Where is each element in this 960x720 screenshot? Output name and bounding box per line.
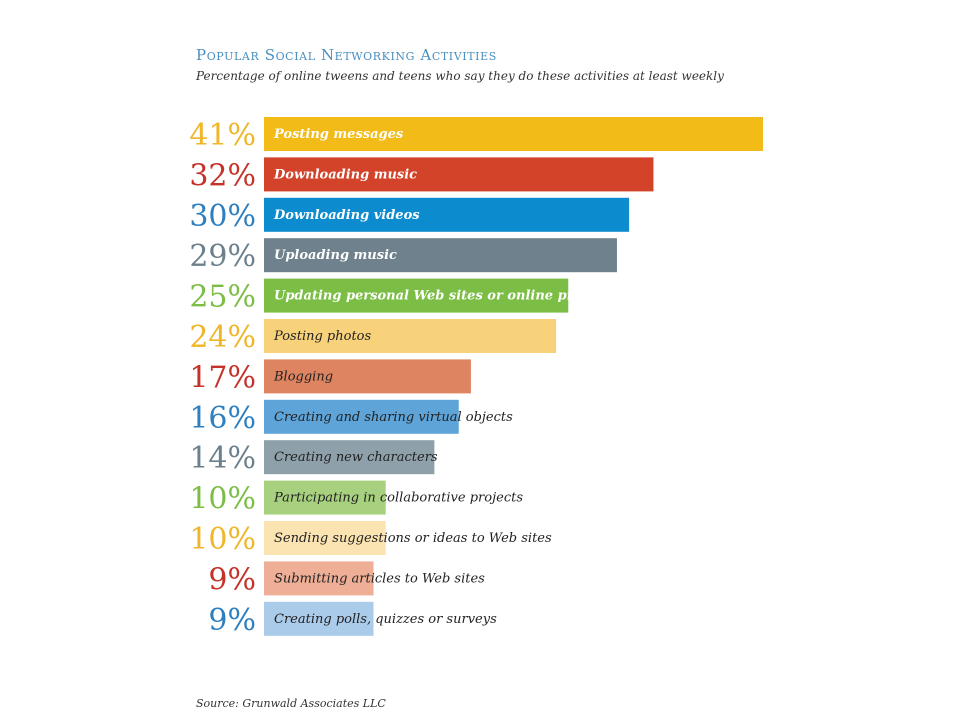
value-label-7: 16% bbox=[189, 401, 256, 436]
bar-7 bbox=[264, 399, 459, 434]
category-label-10: Sending suggestions or ideas to Web site… bbox=[274, 531, 552, 546]
category-label-5: Posting photos bbox=[273, 329, 371, 344]
category-label-9: Participating in collaborative projects bbox=[273, 491, 523, 506]
bar-2 bbox=[264, 197, 630, 232]
category-label-3: Uploading music bbox=[274, 248, 397, 263]
value-label-4: 25% bbox=[189, 280, 256, 315]
value-label-3: 29% bbox=[189, 239, 256, 274]
chart-subtitle: Percentage of online tweens and teens wh… bbox=[196, 69, 724, 83]
value-label-6: 17% bbox=[189, 360, 256, 395]
bar-4 bbox=[264, 278, 569, 313]
category-label-6: Blogging bbox=[273, 369, 333, 384]
source-note: Source: Grunwald Associates LLC bbox=[196, 697, 386, 710]
category-label-0: Posting messages bbox=[273, 127, 404, 142]
bar-1 bbox=[264, 157, 654, 192]
bar-10 bbox=[264, 521, 386, 555]
bar-5 bbox=[264, 319, 557, 353]
category-label-4: Updating personal Web sites or online pr… bbox=[274, 289, 613, 304]
bar-3 bbox=[264, 238, 617, 273]
value-label-1: 32% bbox=[189, 158, 256, 193]
bar-11 bbox=[264, 561, 374, 596]
value-label-5: 24% bbox=[189, 320, 256, 355]
category-label-7: Creating and sharing virtual objects bbox=[274, 410, 513, 425]
bar-0 bbox=[264, 117, 763, 151]
bar-9 bbox=[264, 480, 386, 515]
value-label-2: 30% bbox=[189, 199, 256, 234]
category-label-12: Creating polls, quizzes or surveys bbox=[274, 612, 497, 627]
bar-6 bbox=[264, 359, 471, 394]
value-label-8: 14% bbox=[189, 441, 256, 476]
category-label-1: Downloading music bbox=[273, 167, 417, 182]
value-label-12: 9% bbox=[208, 603, 256, 638]
category-label-11: Submitting articles to Web sites bbox=[274, 571, 485, 586]
bar-12 bbox=[264, 601, 374, 636]
category-label-8: Creating new characters bbox=[274, 450, 438, 465]
category-label-2: Downloading videos bbox=[273, 208, 420, 223]
bar-8 bbox=[264, 440, 435, 475]
value-label-0: 41% bbox=[189, 118, 256, 153]
value-label-11: 9% bbox=[208, 562, 256, 597]
value-label-9: 10% bbox=[189, 482, 256, 517]
value-label-10: 10% bbox=[189, 522, 256, 557]
chart-title: Popular Social Networking Activities bbox=[196, 46, 497, 64]
